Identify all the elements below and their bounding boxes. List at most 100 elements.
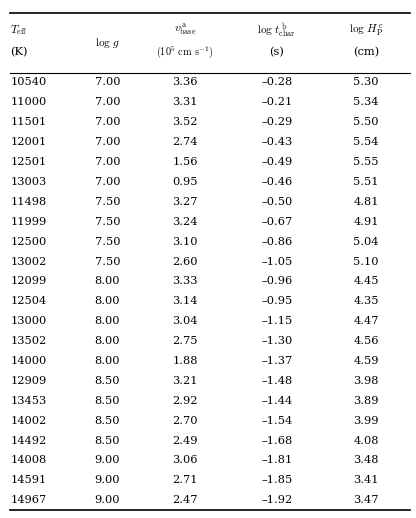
Text: 12909: 12909 bbox=[10, 376, 47, 386]
Text: 3.21: 3.21 bbox=[172, 376, 198, 386]
Text: 3.14: 3.14 bbox=[172, 296, 198, 306]
Text: 5.51: 5.51 bbox=[353, 177, 379, 187]
Text: –1.92: –1.92 bbox=[261, 495, 292, 505]
Text: –0.86: –0.86 bbox=[261, 237, 292, 247]
Text: –0.43: –0.43 bbox=[261, 137, 292, 147]
Text: $\log\,t_{\mathrm{char}}^{\,\mathrm{b}}$: $\log\,t_{\mathrm{char}}^{\,\mathrm{b}}$ bbox=[257, 21, 296, 39]
Text: 7.50: 7.50 bbox=[94, 237, 120, 247]
Text: 4.91: 4.91 bbox=[353, 217, 379, 227]
Text: 9.00: 9.00 bbox=[94, 476, 120, 485]
Text: 3.36: 3.36 bbox=[172, 78, 198, 88]
Text: 5.30: 5.30 bbox=[353, 78, 379, 88]
Text: 2.70: 2.70 bbox=[172, 416, 198, 426]
Text: 7.00: 7.00 bbox=[94, 137, 120, 147]
Text: 12500: 12500 bbox=[10, 237, 47, 247]
Text: 2.74: 2.74 bbox=[172, 137, 198, 147]
Text: (cm): (cm) bbox=[353, 47, 379, 57]
Text: 12001: 12001 bbox=[10, 137, 47, 147]
Text: 11501: 11501 bbox=[10, 117, 47, 127]
Text: 13453: 13453 bbox=[10, 396, 47, 406]
Text: 2.71: 2.71 bbox=[172, 476, 198, 485]
Text: –0.21: –0.21 bbox=[261, 97, 292, 107]
Text: –0.49: –0.49 bbox=[261, 157, 292, 167]
Text: 8.00: 8.00 bbox=[94, 356, 120, 366]
Text: 4.08: 4.08 bbox=[353, 436, 379, 445]
Text: 0.95: 0.95 bbox=[172, 177, 198, 187]
Text: 11999: 11999 bbox=[10, 217, 47, 227]
Text: 8.50: 8.50 bbox=[94, 376, 120, 386]
Text: 3.48: 3.48 bbox=[353, 455, 379, 466]
Text: 4.81: 4.81 bbox=[353, 197, 379, 207]
Text: –1.15: –1.15 bbox=[261, 316, 292, 326]
Text: –0.50: –0.50 bbox=[261, 197, 292, 207]
Text: 14000: 14000 bbox=[10, 356, 47, 366]
Text: 13002: 13002 bbox=[10, 256, 47, 267]
Text: 14967: 14967 bbox=[10, 495, 47, 505]
Text: 3.06: 3.06 bbox=[172, 455, 198, 466]
Text: 3.41: 3.41 bbox=[353, 476, 379, 485]
Text: 14591: 14591 bbox=[10, 476, 47, 485]
Text: 7.00: 7.00 bbox=[94, 117, 120, 127]
Text: $(10^{5}\ \mathrm{cm\ s}^{-1})$: $(10^{5}\ \mathrm{cm\ s}^{-1})$ bbox=[156, 44, 214, 60]
Text: 2.47: 2.47 bbox=[172, 495, 198, 505]
Text: –0.67: –0.67 bbox=[261, 217, 292, 227]
Text: 2.75: 2.75 bbox=[172, 336, 198, 346]
Text: 8.50: 8.50 bbox=[94, 416, 120, 426]
Text: 3.24: 3.24 bbox=[172, 217, 198, 227]
Text: 7.50: 7.50 bbox=[94, 217, 120, 227]
Text: –1.48: –1.48 bbox=[261, 376, 292, 386]
Text: 4.35: 4.35 bbox=[353, 296, 379, 306]
Text: 11000: 11000 bbox=[10, 97, 47, 107]
Text: 8.00: 8.00 bbox=[94, 336, 120, 346]
Text: –0.28: –0.28 bbox=[261, 78, 292, 88]
Text: 8.00: 8.00 bbox=[94, 316, 120, 326]
Text: 13000: 13000 bbox=[10, 316, 47, 326]
Text: –1.44: –1.44 bbox=[261, 396, 292, 406]
Text: 10540: 10540 bbox=[10, 78, 47, 88]
Text: 9.00: 9.00 bbox=[94, 455, 120, 466]
Text: 3.33: 3.33 bbox=[172, 277, 198, 286]
Text: $T_{\mathrm{eff}}$: $T_{\mathrm{eff}}$ bbox=[10, 23, 28, 37]
Text: 13003: 13003 bbox=[10, 177, 47, 187]
Text: –1.68: –1.68 bbox=[261, 436, 292, 445]
Text: 3.89: 3.89 bbox=[353, 396, 379, 406]
Text: 3.47: 3.47 bbox=[353, 495, 379, 505]
Text: 12504: 12504 bbox=[10, 296, 47, 306]
Text: 7.50: 7.50 bbox=[94, 197, 120, 207]
Text: 11498: 11498 bbox=[10, 197, 47, 207]
Text: 3.31: 3.31 bbox=[172, 97, 198, 107]
Text: 5.34: 5.34 bbox=[353, 97, 379, 107]
Text: 5.54: 5.54 bbox=[353, 137, 379, 147]
Text: 3.98: 3.98 bbox=[353, 376, 379, 386]
Text: $v_{\mathrm{base}}^{\,\mathrm{a}}$: $v_{\mathrm{base}}^{\,\mathrm{a}}$ bbox=[174, 22, 196, 38]
Text: 2.49: 2.49 bbox=[172, 436, 198, 445]
Text: 5.04: 5.04 bbox=[353, 237, 379, 247]
Text: 3.99: 3.99 bbox=[353, 416, 379, 426]
Text: 12099: 12099 bbox=[10, 277, 47, 286]
Text: 14492: 14492 bbox=[10, 436, 47, 445]
Text: 8.50: 8.50 bbox=[94, 436, 120, 445]
Text: 7.00: 7.00 bbox=[94, 157, 120, 167]
Text: 7.50: 7.50 bbox=[94, 256, 120, 267]
Text: –0.95: –0.95 bbox=[261, 296, 292, 306]
Text: 1.88: 1.88 bbox=[172, 356, 198, 366]
Text: 13502: 13502 bbox=[10, 336, 47, 346]
Text: $\log\,g$: $\log\,g$ bbox=[95, 36, 120, 50]
Text: 2.60: 2.60 bbox=[172, 256, 198, 267]
Text: 7.00: 7.00 bbox=[94, 97, 120, 107]
Text: 5.50: 5.50 bbox=[353, 117, 379, 127]
Text: $\log\,H_{\mathrm{P}}^{\,\mathrm{c}}$: $\log\,H_{\mathrm{P}}^{\,\mathrm{c}}$ bbox=[349, 22, 384, 38]
Text: 7.00: 7.00 bbox=[94, 177, 120, 187]
Text: 9.00: 9.00 bbox=[94, 495, 120, 505]
Text: –1.81: –1.81 bbox=[261, 455, 292, 466]
Text: 4.56: 4.56 bbox=[353, 336, 379, 346]
Text: (s): (s) bbox=[269, 47, 284, 57]
Text: 8.00: 8.00 bbox=[94, 277, 120, 286]
Text: 1.56: 1.56 bbox=[172, 157, 198, 167]
Text: 2.92: 2.92 bbox=[172, 396, 198, 406]
Text: 7.00: 7.00 bbox=[94, 78, 120, 88]
Text: –1.30: –1.30 bbox=[261, 336, 292, 346]
Text: –0.96: –0.96 bbox=[261, 277, 292, 286]
Text: –1.05: –1.05 bbox=[261, 256, 292, 267]
Text: 4.59: 4.59 bbox=[353, 356, 379, 366]
